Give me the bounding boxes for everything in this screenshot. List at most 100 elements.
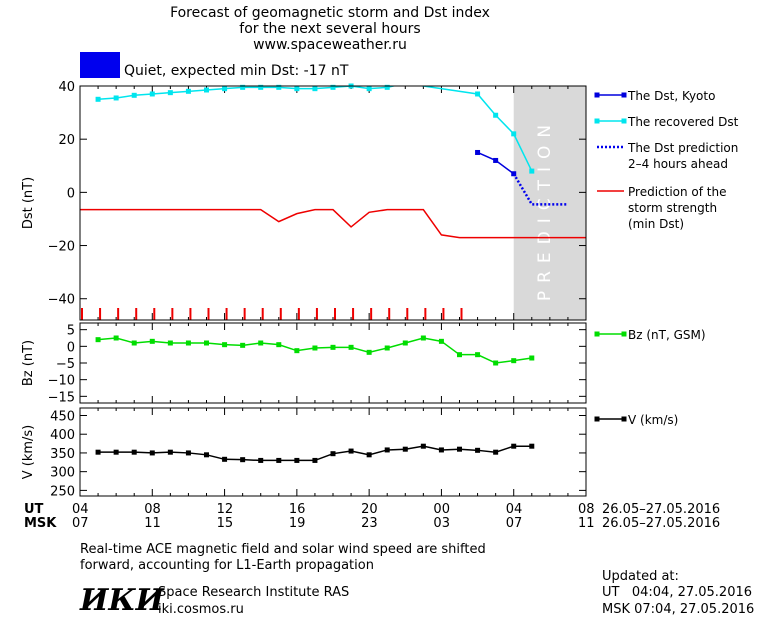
updated-msk: MSK 07:04, 27.05.2016: [602, 602, 755, 617]
legend-dst-kyoto-marker: [594, 92, 600, 98]
data-point: [294, 348, 300, 354]
updated-ut: UT 04:04, 27.05.2016: [602, 585, 753, 600]
data-point: [240, 457, 246, 463]
data-point: [366, 86, 372, 92]
msk-tick-label: 07: [505, 516, 523, 531]
y-tick-label: −5: [56, 357, 75, 372]
data-point: [348, 344, 354, 350]
series-line: [80, 208, 586, 239]
data-point: [131, 92, 137, 98]
data-point: [204, 340, 209, 346]
data-point: [276, 84, 282, 90]
data-point: [222, 86, 228, 92]
data-point: [330, 451, 336, 457]
data-point: [294, 86, 300, 92]
data-point: [312, 86, 318, 92]
data-point: [276, 342, 282, 348]
data-point: [222, 456, 228, 462]
data-point: [185, 340, 191, 346]
data-point: [420, 443, 426, 449]
data-point: [493, 112, 499, 118]
data-point: [131, 449, 137, 455]
ut-label: UT: [24, 502, 44, 517]
legend-storm-strength-label: Prediction of the: [628, 185, 727, 199]
y-tick-label: −40: [48, 293, 75, 308]
data-point: [330, 344, 336, 350]
y-tick-label: 300: [50, 466, 75, 481]
y-tick-label: −20: [48, 240, 75, 255]
ut-tick-label: 00: [433, 502, 450, 517]
legend-recovered-dst-marker: [621, 118, 627, 124]
data-point: [457, 352, 462, 358]
data-point: [258, 84, 264, 90]
data-point: [366, 349, 372, 355]
data-point: [438, 338, 444, 344]
data-point: [240, 342, 246, 348]
data-point: [493, 449, 499, 455]
msk-tick-label: 15: [216, 516, 234, 531]
data-point: [167, 90, 173, 96]
data-point: [222, 342, 228, 348]
data-point: [240, 84, 246, 90]
msk-tick-label: 03: [433, 516, 450, 531]
dst-panel: PREDICTION 40 20 0 −20 −40 Dst (nT): [21, 80, 587, 321]
series-line: [98, 86, 533, 172]
data-point: [149, 450, 155, 456]
data-point: [475, 447, 481, 453]
series-line: [512, 173, 568, 206]
legend-dst-kyoto-label: The Dst, Kyoto: [627, 89, 715, 103]
ut-date-range: 26.05–27.05.2016: [602, 502, 721, 517]
data-point: [276, 457, 282, 463]
legend-storm-strength-label: (min Dst): [628, 217, 684, 231]
legend-v-marker: [594, 416, 600, 422]
data-point: [330, 84, 336, 90]
data-point: [384, 345, 390, 351]
msk-tick-label: 11: [578, 516, 595, 531]
legend-dst-kyoto-marker: [621, 92, 627, 98]
panel-frame: [79, 407, 587, 497]
data-point: [366, 452, 372, 458]
data-point: [149, 91, 155, 97]
legend-v-label: V (km/s): [628, 413, 678, 427]
data-point: [511, 131, 517, 137]
data-point: [438, 447, 444, 453]
y-axis-label: Dst (nT): [21, 177, 36, 229]
y-axis-label: Bz (nT): [21, 340, 36, 386]
data-point: [294, 457, 300, 463]
msk-tick-label: 23: [361, 516, 378, 531]
legend-dst-prediction-label: 2–4 hours ahead: [628, 157, 728, 171]
ut-tick-label: 12: [216, 502, 234, 517]
legend: The Dst, Kyoto The recovered Dst The Dst p…: [594, 89, 739, 427]
legend-storm-strength-label: storm strength: [628, 201, 717, 215]
data-point: [185, 450, 191, 456]
ut-tick-label: 20: [361, 502, 378, 517]
status-color-box: [80, 52, 120, 78]
data-point: [95, 337, 101, 343]
ut-tick-label: 16: [288, 502, 306, 517]
data-point: [402, 446, 408, 452]
ut-tick-label: 04: [72, 502, 89, 517]
data-point: [529, 168, 535, 174]
msk-label: MSK: [24, 516, 57, 531]
data-point: [457, 446, 462, 452]
y-tick-label: 0: [67, 340, 75, 355]
y-tick-label: 350: [50, 447, 75, 462]
y-tick-label: −15: [48, 390, 75, 405]
data-point: [312, 457, 318, 463]
data-point: [493, 360, 499, 366]
legend-v-marker: [621, 416, 627, 422]
chart-title-line-2: for the next several hours: [239, 21, 421, 37]
data-point: [420, 335, 426, 341]
data-point: [258, 457, 264, 463]
y-tick-label: 20: [58, 133, 75, 148]
chart-title-line-3: www.spaceweather.ru: [253, 37, 407, 53]
data-point: [529, 355, 535, 361]
data-point: [493, 157, 499, 163]
data-point: [511, 358, 517, 364]
data-point: [185, 88, 191, 94]
data-point: [402, 340, 408, 346]
legend-bz-marker: [594, 331, 600, 337]
data-point: [258, 340, 264, 346]
y-tick-label: 5: [67, 324, 75, 339]
